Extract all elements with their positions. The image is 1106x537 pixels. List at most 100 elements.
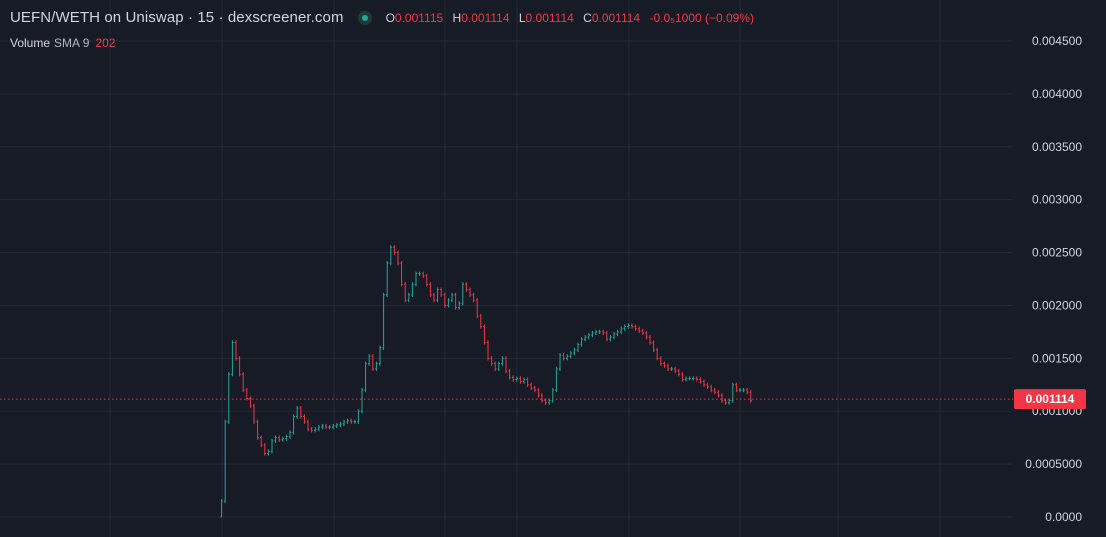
price-bar (501, 356, 504, 366)
price-axis[interactable]: 0.00000.00050000.0010000.0015000.0020000… (1025, 34, 1082, 524)
price-bar (249, 396, 252, 409)
price-bar (368, 354, 371, 366)
price-bar (486, 340, 490, 361)
volume-value: 202 (95, 36, 116, 50)
price-bar (281, 436, 284, 442)
y-tick-label: 0.0000 (1045, 510, 1082, 524)
price-bar (530, 382, 533, 391)
price-bar (735, 382, 738, 393)
price-bar (335, 422, 338, 429)
price-bar (386, 261, 389, 297)
price-bar (306, 419, 310, 432)
price-bar (314, 427, 317, 433)
price-bar (612, 331, 616, 340)
price-bar (616, 329, 619, 337)
price-bar (256, 419, 259, 440)
price-bar (738, 387, 742, 393)
price-bar (278, 435, 281, 442)
price-bar (630, 323, 634, 329)
price-bar (429, 282, 432, 297)
price-bar (515, 376, 518, 382)
volume-legend[interactable]: Volume SMA 9 202 (10, 36, 115, 50)
price-bar (645, 330, 648, 340)
price-bar (641, 328, 644, 336)
change-value: -0.0₅1000 (−0.09%) (649, 10, 755, 25)
price-bar (627, 323, 630, 329)
price-bar (425, 273, 428, 287)
price-bar (263, 442, 266, 456)
price-bar (450, 292, 454, 303)
price-bar (371, 354, 374, 372)
price-bar (303, 414, 306, 424)
price-bar (551, 387, 554, 403)
price-bar (468, 287, 472, 297)
price-bar (321, 423, 324, 430)
chart-title[interactable]: UEFN/WETH on Uniswap · 15 · dexscreener.… (10, 9, 344, 26)
price-bar (713, 387, 716, 395)
chart-grid (0, 0, 1012, 537)
ohlc-readout: O0.001115 H0.001114 L0.001114 C0.001114 … (386, 11, 754, 25)
price-bar (292, 414, 295, 435)
price-bar (350, 418, 353, 424)
price-bar (285, 434, 288, 441)
price-bar (594, 329, 598, 336)
price-bar (533, 385, 536, 393)
y-tick-label: 0.002500 (1032, 246, 1082, 260)
price-bar (555, 366, 558, 393)
price-bar (443, 292, 446, 308)
price-bar (656, 347, 659, 361)
open-key: O (385, 10, 395, 25)
price-bar (447, 298, 450, 308)
price-bar (479, 313, 482, 329)
price-bar (328, 424, 331, 430)
price-bar (274, 435, 277, 443)
price-bar (310, 427, 313, 433)
chart-header: UEFN/WETH on Uniswap · 15 · dexscreener.… (10, 9, 754, 26)
price-bar (231, 340, 234, 377)
price-bar (623, 324, 626, 331)
price-bar (378, 345, 382, 366)
price-bar (576, 342, 580, 352)
last-price-label: 0.001114 (1026, 392, 1075, 406)
price-bar (634, 324, 637, 331)
price-bar (544, 398, 547, 405)
price-bar (648, 335, 652, 345)
price-bar (674, 366, 677, 374)
price-series (220, 245, 752, 518)
open-value: 0.001115 (394, 10, 444, 25)
price-bar (346, 418, 349, 424)
price-bar (490, 356, 493, 366)
price-bar (422, 271, 425, 278)
price-bar (663, 361, 666, 368)
price-bar (418, 271, 421, 276)
price-bar (695, 376, 698, 382)
price-bar (454, 292, 457, 310)
price-bar (717, 390, 720, 398)
price-bar (569, 350, 572, 359)
price-bar (504, 356, 508, 374)
price-bar (558, 353, 562, 372)
volume-label: Volume (10, 36, 51, 50)
price-bar (472, 292, 475, 303)
price-bar (602, 329, 605, 336)
price-bar (458, 301, 461, 310)
price-bar (720, 393, 724, 403)
y-tick-label: 0.003000 (1032, 193, 1082, 207)
price-bar (677, 368, 680, 377)
price-bar (562, 353, 565, 361)
price-bar (537, 387, 540, 398)
last-price-tag: 0.001114 (1014, 389, 1086, 410)
price-bar (436, 287, 439, 303)
price-bar (580, 337, 583, 347)
price-bar (494, 361, 497, 372)
price-bar (339, 421, 342, 428)
price-bar (342, 419, 346, 427)
market-status-icon (357, 10, 372, 25)
high-value: 0.001114 (461, 10, 510, 25)
price-bar (393, 245, 396, 255)
price-bar (411, 282, 414, 297)
price-bar (461, 282, 464, 306)
price-bar (746, 387, 749, 395)
price-bar (605, 330, 608, 342)
